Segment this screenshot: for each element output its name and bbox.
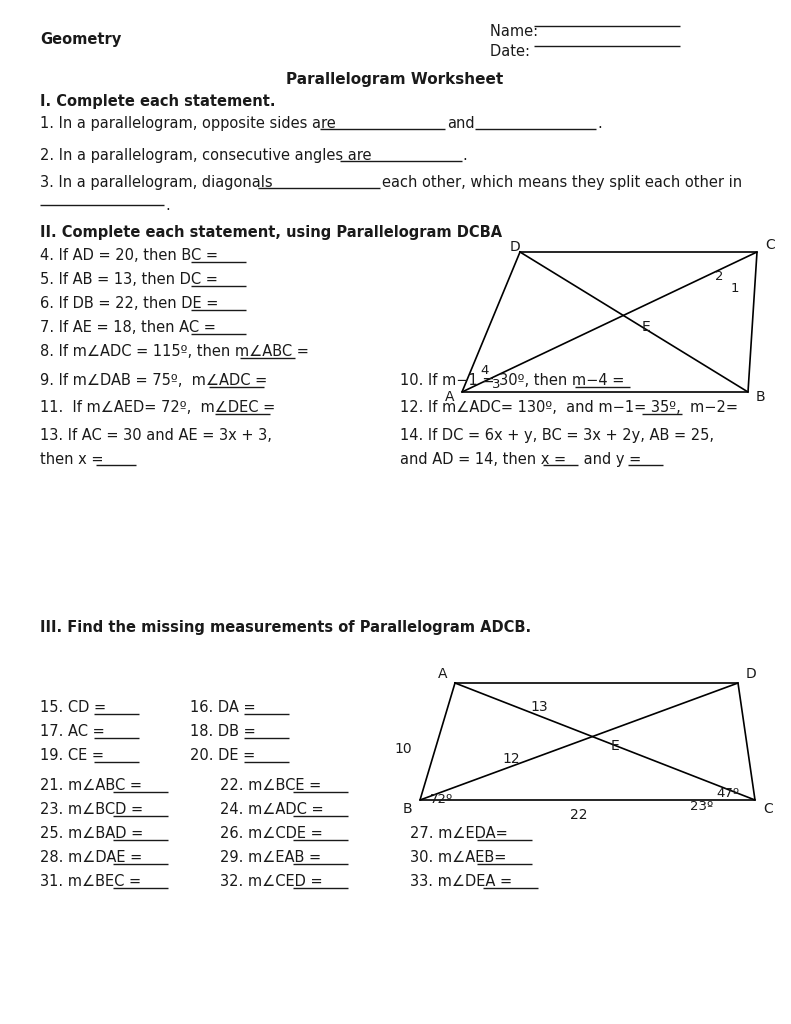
Text: 22: 22 bbox=[570, 808, 588, 822]
Text: A: A bbox=[437, 667, 447, 681]
Text: 4: 4 bbox=[480, 364, 488, 377]
Text: 22. m∠BCE =: 22. m∠BCE = bbox=[220, 778, 326, 793]
Text: then x =: then x = bbox=[40, 452, 108, 467]
Text: 31. m∠BEC =: 31. m∠BEC = bbox=[40, 874, 146, 889]
Text: Date:: Date: bbox=[490, 44, 539, 59]
Text: 6. If DB = 22, then DE =: 6. If DB = 22, then DE = bbox=[40, 296, 223, 311]
Text: 11.  If m∠AED= 72º,  m∠DEC =: 11. If m∠AED= 72º, m∠DEC = bbox=[40, 400, 280, 415]
Text: .: . bbox=[165, 198, 170, 213]
Text: 27. m∠EDA=: 27. m∠EDA= bbox=[410, 826, 513, 841]
Text: 5. If AB = 13, then DC =: 5. If AB = 13, then DC = bbox=[40, 272, 222, 287]
Text: 1. In a parallelogram, opposite sides are: 1. In a parallelogram, opposite sides ar… bbox=[40, 116, 340, 131]
Text: and: and bbox=[447, 116, 475, 131]
Text: 26. m∠CDE =: 26. m∠CDE = bbox=[220, 826, 327, 841]
Text: 33. m∠DEA =: 33. m∠DEA = bbox=[410, 874, 517, 889]
Text: 8. If m∠ADC = 115º, then m∠ABC =: 8. If m∠ADC = 115º, then m∠ABC = bbox=[40, 344, 313, 359]
Text: 29. m∠EAB =: 29. m∠EAB = bbox=[220, 850, 326, 865]
Text: 13: 13 bbox=[530, 700, 547, 714]
Text: B: B bbox=[756, 390, 766, 404]
Text: Geometry: Geometry bbox=[40, 32, 121, 47]
Text: II. Complete each statement, using Parallelogram DCBA: II. Complete each statement, using Paral… bbox=[40, 225, 502, 240]
Text: Parallelogram Worksheet: Parallelogram Worksheet bbox=[286, 72, 504, 87]
Text: E: E bbox=[611, 739, 620, 754]
Text: E: E bbox=[642, 319, 651, 334]
Text: 20. DE =: 20. DE = bbox=[190, 748, 260, 763]
Text: 12: 12 bbox=[502, 752, 520, 766]
Text: 24. m∠ADC =: 24. m∠ADC = bbox=[220, 802, 328, 817]
Text: 25. m∠BAD =: 25. m∠BAD = bbox=[40, 826, 148, 841]
Text: and y =: and y = bbox=[579, 452, 646, 467]
Text: 3. In a parallelogram, diagonals: 3. In a parallelogram, diagonals bbox=[40, 175, 278, 190]
Text: 18. DB =: 18. DB = bbox=[190, 724, 260, 739]
Text: 19. CE =: 19. CE = bbox=[40, 748, 108, 763]
Text: 10. If m−1 = 30º, then m−4 =: 10. If m−1 = 30º, then m−4 = bbox=[400, 373, 629, 388]
Text: .: . bbox=[597, 116, 602, 131]
Text: 9. If m∠DAB = 75º,  m∠ADC =: 9. If m∠DAB = 75º, m∠ADC = bbox=[40, 373, 272, 388]
Text: 14. If DC = 6x + y, BC = 3x + 2y, AB = 25,: 14. If DC = 6x + y, BC = 3x + 2y, AB = 2… bbox=[400, 428, 714, 443]
Text: 3: 3 bbox=[492, 378, 501, 391]
Text: and AD = 14, then x =: and AD = 14, then x = bbox=[400, 452, 571, 467]
Text: 4. If AD = 20, then BC =: 4. If AD = 20, then BC = bbox=[40, 248, 222, 263]
Text: 23. m∠BCD =: 23. m∠BCD = bbox=[40, 802, 148, 817]
Text: I. Complete each statement.: I. Complete each statement. bbox=[40, 94, 275, 109]
Text: Name:: Name: bbox=[490, 24, 543, 39]
Text: B: B bbox=[403, 802, 412, 816]
Text: 7. If AE = 18, then AC =: 7. If AE = 18, then AC = bbox=[40, 319, 221, 335]
Text: 12. If m∠ADC= 130º,  and m−1= 35º,  m−2=: 12. If m∠ADC= 130º, and m−1= 35º, m−2= bbox=[400, 400, 738, 415]
Text: 13. If AC = 30 and AE = 3x + 3,: 13. If AC = 30 and AE = 3x + 3, bbox=[40, 428, 272, 443]
Text: A: A bbox=[445, 390, 454, 404]
Text: 2. In a parallelogram, consecutive angles are: 2. In a parallelogram, consecutive angle… bbox=[40, 148, 377, 163]
Text: each other, which means they split each other in: each other, which means they split each … bbox=[382, 175, 742, 190]
Text: 17. AC =: 17. AC = bbox=[40, 724, 109, 739]
Text: 23º: 23º bbox=[690, 800, 713, 813]
Text: C: C bbox=[765, 238, 774, 252]
Text: 72º: 72º bbox=[430, 793, 453, 806]
Text: 10: 10 bbox=[395, 742, 412, 756]
Text: 28. m∠DAE =: 28. m∠DAE = bbox=[40, 850, 147, 865]
Text: 32. m∠CED =: 32. m∠CED = bbox=[220, 874, 327, 889]
Text: D: D bbox=[746, 667, 757, 681]
Text: D: D bbox=[509, 240, 520, 254]
Text: 21. m∠ABC =: 21. m∠ABC = bbox=[40, 778, 146, 793]
Text: 1: 1 bbox=[731, 282, 740, 295]
Text: 30. m∠AEB=: 30. m∠AEB= bbox=[410, 850, 511, 865]
Text: 15. CD =: 15. CD = bbox=[40, 700, 111, 715]
Text: C: C bbox=[763, 802, 773, 816]
Text: 16. DA =: 16. DA = bbox=[190, 700, 260, 715]
Text: 47º: 47º bbox=[716, 787, 739, 800]
Text: 2: 2 bbox=[715, 270, 724, 283]
Text: III. Find the missing measurements of Parallelogram ADCB.: III. Find the missing measurements of Pa… bbox=[40, 620, 531, 635]
Text: .: . bbox=[462, 148, 467, 163]
